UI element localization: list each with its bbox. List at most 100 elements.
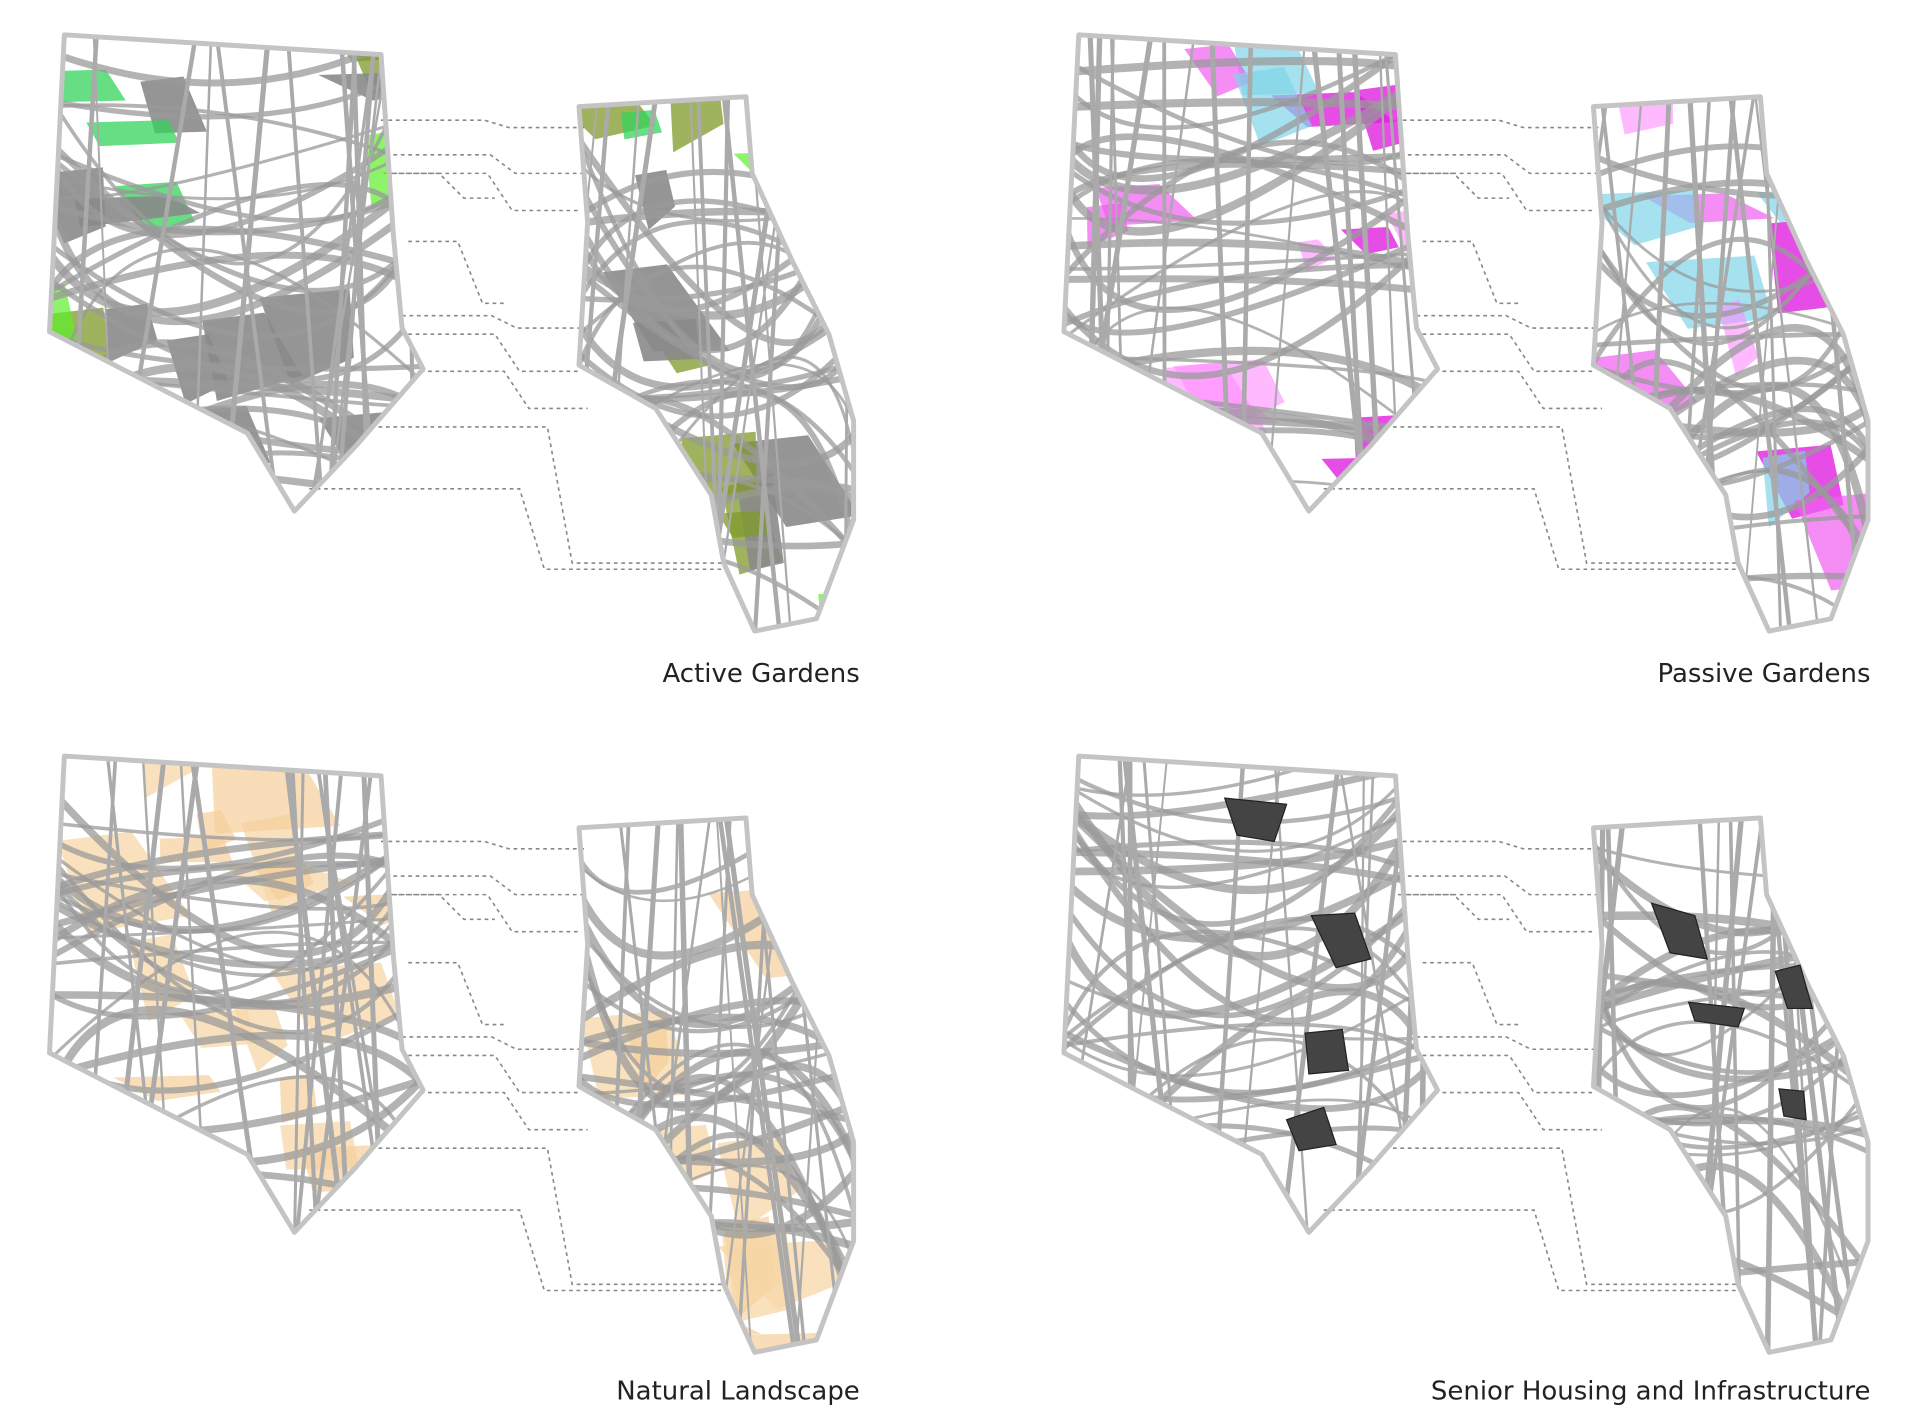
map-area [49, 756, 424, 1233]
zone [86, 120, 180, 147]
zone [783, 850, 854, 931]
street [1063, 1125, 1438, 1183]
street [1308, 34, 1370, 512]
connector [393, 875, 588, 896]
zone [669, 96, 724, 153]
outline [1590, 815, 1871, 1355]
street [402, 34, 424, 512]
connector [1385, 426, 1739, 564]
connector [393, 172, 582, 212]
street [1063, 1022, 1438, 1094]
panel-label: Senior Housing and Infrastructure [1431, 1376, 1871, 1406]
building [1687, 1001, 1746, 1028]
zone [49, 1172, 160, 1233]
street [722, 817, 804, 1353]
zone [1768, 214, 1869, 314]
building [1285, 1106, 1337, 1152]
connector [408, 240, 508, 305]
connector [420, 370, 588, 410]
street [310, 756, 377, 1233]
street [1063, 161, 1438, 222]
street [1593, 975, 1869, 1083]
panel [47, 753, 857, 1355]
connector [1323, 488, 1745, 571]
map-area [49, 34, 424, 512]
connector [402, 1036, 582, 1051]
map-area [1063, 756, 1438, 1233]
map-area [1593, 96, 1869, 632]
connector [1407, 875, 1603, 896]
connector [1407, 154, 1603, 175]
zone [733, 151, 776, 174]
zone [620, 110, 662, 140]
zone [1063, 418, 1126, 512]
connector [393, 154, 588, 175]
connector [381, 840, 588, 850]
street [49, 182, 424, 302]
connector [1323, 1209, 1745, 1292]
building [1310, 912, 1372, 969]
zone [1785, 119, 1869, 175]
outline [576, 94, 857, 634]
connector [1416, 314, 1596, 329]
street [49, 892, 424, 969]
connector [408, 333, 582, 373]
street [1063, 58, 1438, 195]
map-area [1063, 34, 1438, 512]
zone [582, 1297, 657, 1353]
street [1063, 427, 1438, 506]
street [578, 1041, 854, 1096]
connector [1422, 240, 1522, 305]
street [1063, 1098, 1438, 1172]
outline [47, 753, 426, 1235]
zone [1593, 563, 1661, 632]
street [578, 817, 854, 903]
street [578, 96, 600, 632]
street [715, 817, 753, 1353]
connector [1385, 1147, 1739, 1286]
street [1593, 1008, 1869, 1099]
building [1778, 1088, 1807, 1121]
outline [1061, 32, 1440, 514]
street [1208, 34, 1234, 512]
connector [1422, 961, 1522, 1026]
connector [371, 1147, 724, 1286]
street [715, 817, 799, 1353]
connector [408, 1054, 582, 1094]
street [1063, 479, 1438, 512]
street [284, 34, 326, 512]
street [49, 184, 424, 236]
street [1278, 756, 1344, 1233]
street [1264, 34, 1308, 512]
panel [1061, 753, 1871, 1355]
connector [1407, 893, 1596, 933]
map-area [578, 817, 854, 1353]
street [49, 816, 424, 934]
panel-label: Active Gardens [662, 659, 859, 689]
street [49, 1167, 424, 1233]
building [1223, 797, 1288, 843]
zone [1184, 44, 1252, 97]
connector [1435, 370, 1603, 410]
connector [381, 119, 588, 129]
connector [309, 488, 730, 571]
street [1063, 756, 1438, 797]
street [1823, 817, 1869, 1353]
connector [1407, 172, 1596, 212]
street [1063, 133, 1438, 253]
connector [1397, 893, 1510, 921]
zone [211, 756, 341, 834]
panel [1061, 32, 1871, 634]
connector [1395, 119, 1603, 129]
panel-label: Passive Gardens [1658, 659, 1871, 689]
connector [1416, 1036, 1596, 1051]
street [49, 451, 424, 512]
street [1752, 96, 1821, 632]
street [1358, 756, 1366, 1233]
connector [383, 893, 495, 921]
map-area [1593, 817, 1869, 1353]
street [578, 817, 854, 895]
building [1650, 902, 1709, 960]
outline [47, 32, 426, 514]
